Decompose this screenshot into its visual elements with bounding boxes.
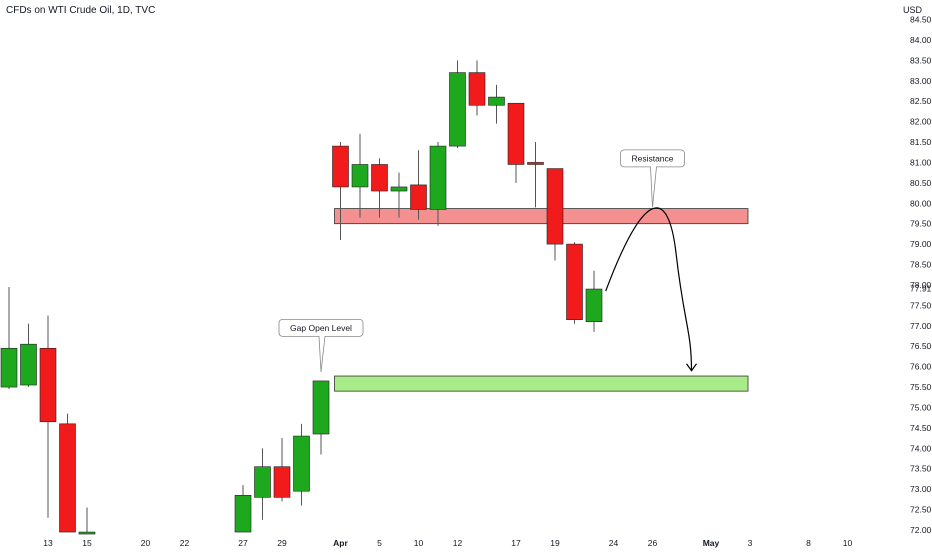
- candle-body: [390, 186, 408, 192]
- candle-body: [429, 145, 447, 210]
- callout-gap-open: Gap Open Level: [278, 318, 364, 372]
- candle-body: [273, 466, 291, 498]
- x-tick-label: 24: [609, 538, 619, 548]
- symbol-title: CFDs on WTI Crude Oil, 1D, TVC: [6, 5, 156, 16]
- candle-body: [332, 145, 349, 188]
- y-tick-label: 76.00: [910, 362, 932, 372]
- y-tick-label: 74.50: [910, 423, 932, 433]
- last-price-label: 77.91: [910, 284, 932, 294]
- candle-body: [410, 184, 427, 210]
- x-tick-label: 22: [180, 538, 190, 548]
- candle-body: [585, 288, 603, 323]
- currency-label: USD: [902, 5, 922, 15]
- x-tick-label: 26: [648, 538, 658, 548]
- support-zone: [334, 375, 749, 392]
- y-tick-label: 80.00: [910, 198, 932, 208]
- x-tick-label: 5: [377, 538, 382, 548]
- projection-arrowhead: [686, 363, 697, 372]
- x-tick-label: 17: [511, 538, 521, 548]
- x-tick-label: 10: [414, 538, 424, 548]
- x-tick-label: 15: [82, 538, 92, 548]
- y-tick-label: 75.00: [910, 402, 932, 412]
- y-tick-label: 76.50: [910, 341, 932, 351]
- candle-body: [488, 96, 505, 106]
- candle-body: [234, 494, 252, 533]
- y-tick-label: 84.50: [910, 15, 932, 25]
- candle-body: [20, 343, 37, 386]
- candle-body: [78, 531, 96, 535]
- y-tick-label: 83.50: [910, 55, 932, 65]
- y-tick-label: 73.00: [910, 484, 932, 494]
- x-tick-label: Apr: [333, 538, 348, 548]
- y-tick-label: 72.50: [910, 505, 932, 515]
- y-tick-label: 74.00: [910, 443, 932, 453]
- x-tick-label: 3: [748, 538, 753, 548]
- y-tick-label: 81.50: [910, 137, 932, 147]
- callout-label: Gap Open Level: [290, 323, 352, 333]
- resistance-zone: [334, 208, 749, 225]
- candle-body: [566, 243, 583, 320]
- candle-body: [59, 423, 76, 533]
- x-tick-label: 8: [806, 538, 811, 548]
- y-tick-label: 81.00: [910, 157, 932, 167]
- y-tick-label: 75.50: [910, 382, 932, 392]
- x-tick-label: 10: [843, 538, 853, 548]
- x-tick-label: 20: [141, 538, 151, 548]
- x-tick-label: 29: [277, 538, 287, 548]
- callout-resistance: Resistance: [620, 149, 685, 208]
- candle-body: [312, 380, 330, 435]
- x-tick-label: 12: [453, 538, 463, 548]
- x-tick-label: 27: [238, 538, 248, 548]
- candle-body: [371, 164, 388, 192]
- candle-body: [293, 435, 310, 492]
- y-tick-label: 77.00: [910, 321, 932, 331]
- y-tick-label: 82.00: [910, 117, 932, 127]
- y-tick-label: 79.50: [910, 219, 932, 229]
- candle-body: [254, 466, 271, 498]
- y-tick-label: 83.00: [910, 76, 932, 86]
- y-tick-label: 80.50: [910, 178, 932, 188]
- callout-box: [278, 318, 364, 372]
- y-tick-label: 78.50: [910, 260, 932, 270]
- y-tick-label: 84.00: [910, 35, 932, 45]
- x-tick-label: 19: [550, 538, 560, 548]
- y-tick-label: 72.00: [910, 525, 932, 535]
- x-tick-label: May: [703, 538, 720, 548]
- candle-body: [449, 72, 466, 147]
- y-tick-label: 77.50: [910, 300, 932, 310]
- y-tick-label: 82.50: [910, 96, 932, 106]
- candle-body: [527, 162, 544, 165]
- x-tick-label: 13: [43, 538, 53, 548]
- candle-body: [546, 168, 564, 245]
- y-tick-label: 73.50: [910, 464, 932, 474]
- candle-body: [351, 164, 369, 188]
- candle-body: [468, 72, 486, 106]
- callout-label: Resistance: [631, 153, 673, 163]
- y-tick-label: 78.00: [910, 280, 932, 290]
- callout-box: [620, 149, 685, 208]
- candle-body: [507, 102, 525, 165]
- candle-body: [39, 347, 57, 423]
- y-tick-label: 79.00: [910, 239, 932, 249]
- candle-body: [0, 347, 18, 388]
- projection-curve: [605, 207, 693, 371]
